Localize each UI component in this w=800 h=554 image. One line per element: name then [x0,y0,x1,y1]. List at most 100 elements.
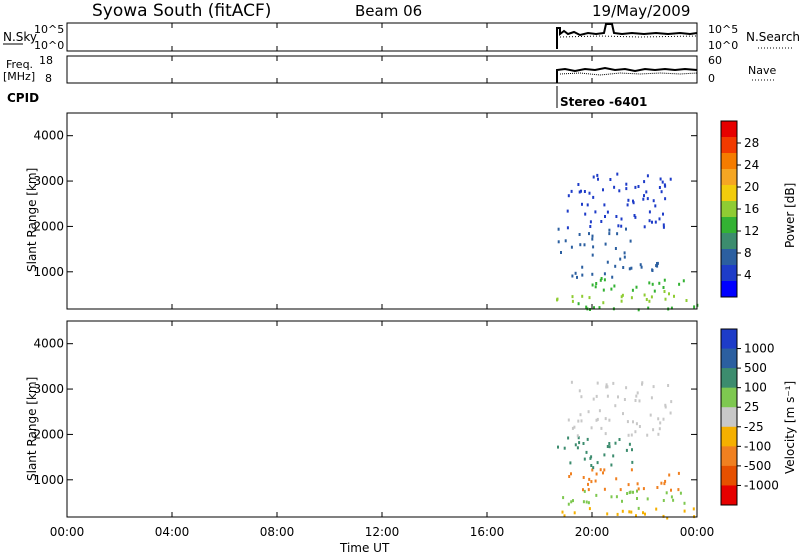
power-cell [588,232,590,236]
power-cell [610,287,613,291]
date-title: 19/May/2009 [592,2,690,20]
velocity-cell [632,490,634,494]
power-cell [614,264,617,268]
velocity-cell [577,436,580,440]
power-cell [606,210,609,214]
colorbar-tick-label: -25 [744,420,764,434]
velocity-cell [670,495,673,499]
colorbar-swatch [721,137,737,154]
power-cell [615,215,618,218]
colorbar-tick-label: 100 [744,381,767,395]
velocity-cell [626,492,629,495]
velocity-cell [669,411,672,415]
velocity-cell [592,397,595,401]
velocity-cell [668,473,671,477]
velocity-cell [603,487,606,491]
power-cell [620,224,623,228]
velocity-cell [659,421,662,425]
power-cell [664,297,667,301]
power-cell [571,295,574,299]
velocity-cell [574,443,577,447]
velocity-cell [576,434,579,438]
velocity-cell [588,477,591,481]
power-cell [621,293,624,297]
station-title: Syowa South (fitACF) [92,1,271,21]
velocity-cell [606,385,609,389]
velocity-cell [657,417,660,421]
power-cell [685,299,688,302]
power-cell [603,278,606,282]
power-cell [588,296,591,300]
velocity-cell [582,442,585,445]
velocity-cell [583,457,586,461]
power-cell [608,232,611,236]
colorbar-swatch [721,348,737,369]
velocity-cell [605,385,608,389]
power-cell [602,301,605,305]
power-cell [673,294,675,298]
nsky-label: N.Sky [3,30,37,44]
power-cell [576,275,578,279]
cpid-value: Stereo -6401 [560,95,647,109]
power-cell [594,285,597,289]
nsearch-label: N.Search [746,30,800,44]
power-cell [620,217,623,221]
velocity-cell [619,488,622,492]
velocity-cell [637,506,640,510]
velocity-cell [599,468,602,472]
colorbar-swatch [721,169,737,186]
power-colorbar-label: Power [dB] [783,183,797,248]
power-cell [623,255,626,259]
power-cell [620,295,623,299]
power-cell [647,306,650,310]
power-cell [617,224,620,228]
colorbar-swatch [721,485,737,506]
power-cell [626,203,629,207]
power-cell [630,266,633,270]
colorbar-tick-label: 24 [744,158,759,172]
power-cell [618,189,621,193]
power-cell [661,180,664,184]
velocity-cell [595,418,598,422]
velocity-cell [664,405,667,409]
velocity-cell [664,403,667,407]
power-cell [642,197,645,201]
power-cell [637,185,640,188]
velocity-cell [570,380,573,384]
freq-label-1: Freq. [6,58,33,71]
power-cell [581,273,584,277]
power-cell [678,282,681,286]
nsky-tick-high: 10^5 [34,23,64,36]
power-cell [654,220,657,224]
velocity-cell [615,477,618,481]
velocity-cell [655,507,658,511]
velocity-cell [604,417,607,421]
velocity-cell [662,417,665,421]
power-cell [648,219,651,223]
velocity-cell [642,511,644,515]
power-cell [556,298,558,302]
velocity-heatmap [557,380,696,520]
velocity-cell [589,456,592,460]
velocity-cell [679,491,682,495]
velocity-cell [642,487,645,491]
velocity-cell [604,432,607,436]
power-cell [613,185,616,189]
velocity-cell [652,428,655,432]
nsearch-tick-low: 10^0 [708,39,738,52]
power-cell [580,189,582,193]
velocity-ylabel: Slant Range [km] [25,377,39,481]
velocity-cell [590,480,593,484]
velocity-cell [567,436,570,440]
power-cell [650,295,653,299]
velocity-cell [595,472,598,476]
power-cell [602,288,605,292]
power-cell [578,190,581,194]
velocity-cell [563,514,566,518]
nave-label: Nave [748,64,776,77]
power-cell [599,278,602,282]
velocity-cell [596,461,599,465]
time-tick-label: 20:00 [575,525,610,539]
power-cell [682,279,685,283]
velocity-cell [636,482,639,486]
